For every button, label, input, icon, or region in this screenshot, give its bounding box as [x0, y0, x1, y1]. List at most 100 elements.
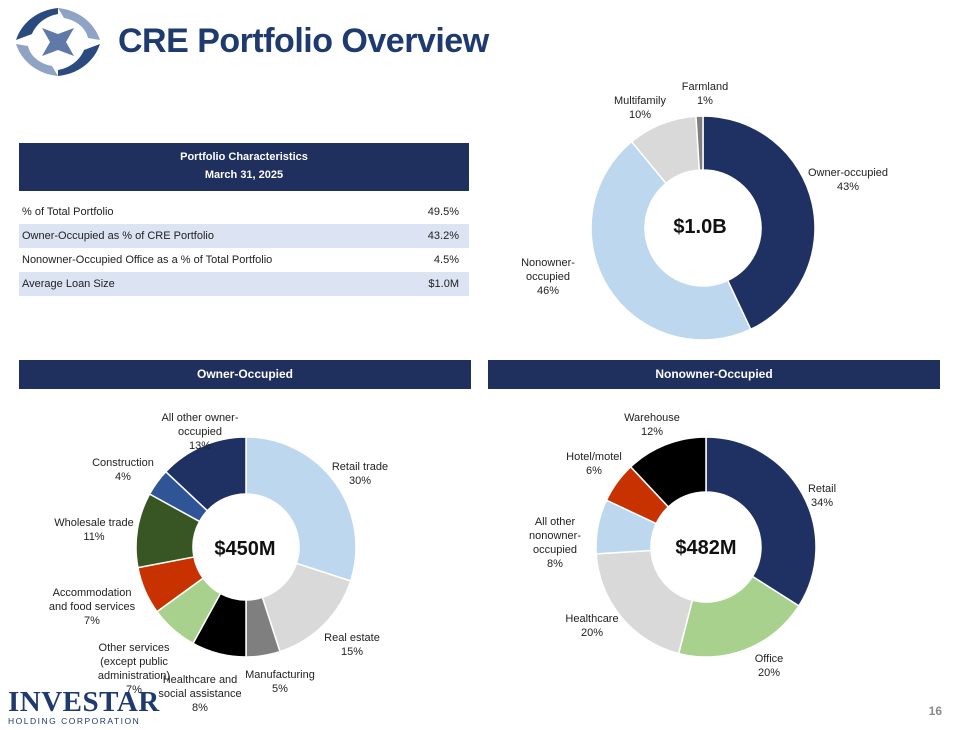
- slice-label-line: Hotel/motel: [566, 451, 622, 463]
- slice-label: Retail 34%: [808, 483, 836, 509]
- slice-label: Nonowner-occupied 46%: [521, 257, 575, 297]
- slice-label-line: Construction: [92, 457, 154, 469]
- slice-label: Farmland 1%: [682, 81, 728, 107]
- slice-label-line: Healthcare: [565, 613, 618, 625]
- brand-subtitle: HOLDING CORPORATION: [8, 716, 141, 726]
- table-row: % of Total Portfolio 49.5%: [19, 200, 469, 224]
- slice-label: All other owner-occupied 13%: [161, 412, 238, 452]
- nonowner-occupied-header: Nonowner-Occupied: [488, 360, 940, 389]
- slice-label-line: Office: [755, 653, 784, 665]
- table-header-title: Portfolio Characteristics: [180, 151, 308, 163]
- slice-label-line: 10%: [629, 109, 651, 121]
- donut-slice-retail-trade: [245, 436, 357, 582]
- slice-label-line: nonowner-: [529, 530, 581, 542]
- slice-label-line: social assistance: [158, 688, 241, 700]
- slice-label: Office 20%: [755, 653, 784, 679]
- slice-label-line: and food services: [49, 601, 136, 613]
- slice-label-line: 6%: [586, 465, 602, 477]
- slice-label: Owner-occupied 43%: [808, 167, 888, 193]
- row-value: 4.5%: [433, 254, 459, 266]
- slice-label: Healthcare and social assistance 8%: [158, 674, 241, 714]
- donut-slice-all-other-owner-occupied: [164, 436, 247, 512]
- slice-label-line: Multifamily: [614, 95, 666, 107]
- slice-label: Manufacturing 5%: [245, 669, 315, 695]
- slice-label-line: 1%: [697, 95, 713, 107]
- slice-label-line: 7%: [84, 615, 100, 627]
- slice-label: Multifamily 10%: [614, 95, 666, 121]
- cre-portfolio-donut: Owner-occupied 43% Nonowner-occupied 46% Mul…: [521, 81, 888, 341]
- row-label: Average Loan Size: [22, 278, 115, 290]
- slice-label-line: Real estate: [324, 632, 380, 644]
- slice-label: Real estate 15%: [324, 632, 380, 658]
- row-value: 43.2%: [427, 230, 459, 242]
- row-label: Owner-Occupied as % of CRE Portfolio: [22, 230, 214, 242]
- nonowner-total-label: $482M: [675, 537, 737, 559]
- slice-label-line: 4%: [115, 471, 131, 483]
- owner-total-label: $450M: [214, 538, 276, 560]
- slice-label-line: 34%: [811, 497, 833, 509]
- slice-label-line: occupied: [533, 544, 577, 556]
- page-number: 16: [928, 704, 942, 718]
- slice-label: Warehouse 12%: [624, 412, 680, 438]
- slice-label-line: Warehouse: [624, 412, 680, 424]
- owner-occupied-donut: Retail trade 30% Real estate 15% Manufacturi…: [49, 412, 388, 714]
- table-row: Average Loan Size $1.0M: [19, 272, 469, 296]
- slice-label-line: 8%: [192, 702, 208, 714]
- slice-label-line: Nonowner-: [521, 257, 575, 269]
- slice-label-line: Farmland: [682, 81, 728, 93]
- slice-label: Construction 4%: [92, 457, 154, 483]
- slice-label: Hotel/motel 6%: [566, 451, 622, 477]
- slice-label-line: (except public: [100, 656, 168, 668]
- slice-label-line: 20%: [581, 627, 603, 639]
- table-header-date: March 31, 2025: [204, 169, 284, 181]
- cre-total-label: $1.0B: [673, 216, 727, 238]
- slice-label: Accommodation and food services 7%: [49, 587, 136, 627]
- row-value: $1.0M: [428, 278, 459, 290]
- row-label: % of Total Portfolio: [22, 206, 114, 218]
- slice-label-line: 8%: [547, 558, 563, 570]
- slice-label-line: 46%: [537, 285, 559, 297]
- table-header: Portfolio Characteristics March 31, 2025: [19, 143, 469, 191]
- slice-label: All other nonowner-occupied 8%: [529, 516, 581, 570]
- slice-label-line: All other: [535, 516, 576, 528]
- slice-label-line: 13%: [189, 440, 211, 452]
- page-title: CRE Portfolio Overview: [118, 22, 489, 60]
- donut-slice-healthcare: [595, 549, 694, 655]
- portfolio-characteristics-table: Portfolio Characteristics March 31, 2025…: [19, 143, 469, 296]
- slice-label-line: 5%: [272, 683, 288, 695]
- slice-label-line: Retail: [808, 483, 836, 495]
- nonowner-occupied-donut: Retail 34% Office 20% Healthcare 20% All other…: [529, 412, 836, 679]
- slice-label-line: Owner-occupied: [808, 167, 888, 179]
- row-value: 49.5%: [427, 206, 459, 218]
- slice-label-line: 11%: [83, 531, 104, 543]
- slice-label-line: occupied: [178, 426, 222, 438]
- slice-label-line: occupied: [526, 271, 570, 283]
- slice-label-line: administration): [98, 670, 170, 682]
- table-row: Owner-Occupied as % of CRE Portfolio 43.…: [19, 224, 469, 248]
- row-label: Nonowner-Occupied Office as a % of Total…: [22, 254, 273, 266]
- slice-label: Other services (except public administrati…: [98, 642, 170, 696]
- brand-name: INVESTAR: [8, 686, 160, 718]
- slice-label-line: Manufacturing: [245, 669, 315, 681]
- slice-label-line: Retail trade: [332, 461, 388, 473]
- donut-slice-retail: [705, 436, 817, 607]
- table-row: Nonowner-Occupied Office as a % of Total…: [19, 248, 469, 272]
- slice-label: Healthcare 20%: [565, 613, 618, 639]
- brand-logo: INVESTAR HOLDING CORPORATION: [8, 686, 160, 727]
- slice-label-line: Other services: [99, 642, 170, 654]
- slice-label-line: Healthcare and: [163, 674, 238, 686]
- slice-label-line: 15%: [341, 646, 363, 658]
- slice-label-line: 7%: [126, 684, 142, 696]
- slice-label-line: 30%: [349, 475, 371, 487]
- donut-slice-warehouse: [629, 436, 707, 508]
- donut-slice-owner-occupied: [702, 115, 816, 331]
- slice-label-line: 20%: [758, 667, 780, 679]
- slice-label-line: Accommodation: [53, 587, 132, 599]
- slice-label-line: Wholesale trade: [54, 517, 134, 529]
- slice-label: Retail trade 30%: [332, 461, 388, 487]
- company-logo-icon: [16, 8, 100, 76]
- slice-label-line: All other owner-: [161, 412, 238, 424]
- slice-label-line: 43%: [837, 181, 859, 193]
- donut-slice-farmland: [695, 115, 704, 171]
